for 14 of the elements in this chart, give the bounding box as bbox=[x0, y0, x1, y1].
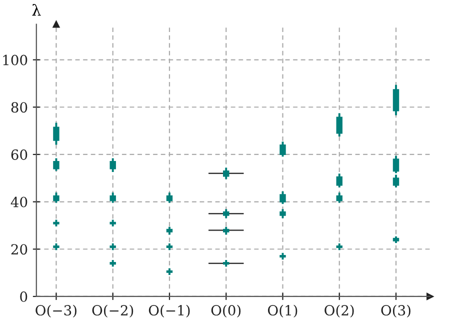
x-tick-label: O(−1) bbox=[148, 304, 190, 318]
x-tick-label: O(1) bbox=[268, 304, 298, 318]
y-tick-label: 80 bbox=[11, 102, 28, 113]
y-tick-label: 40 bbox=[10, 196, 28, 208]
x-tick-label: O(−3) bbox=[36, 304, 76, 318]
y-tick-label: 100 bbox=[3, 54, 28, 66]
x-tick-label: O(2) bbox=[324, 304, 354, 318]
y-tick-label: 60 bbox=[11, 149, 28, 160]
x-tick-label: O(3) bbox=[381, 304, 410, 318]
x-tick-label: O(0) bbox=[211, 304, 241, 318]
y-tick-label: 0 bbox=[20, 291, 28, 302]
y-tick-label: 20 bbox=[11, 244, 28, 255]
x-tick-label: O(−2) bbox=[92, 304, 134, 318]
y-axis-title: λ bbox=[32, 4, 41, 16]
